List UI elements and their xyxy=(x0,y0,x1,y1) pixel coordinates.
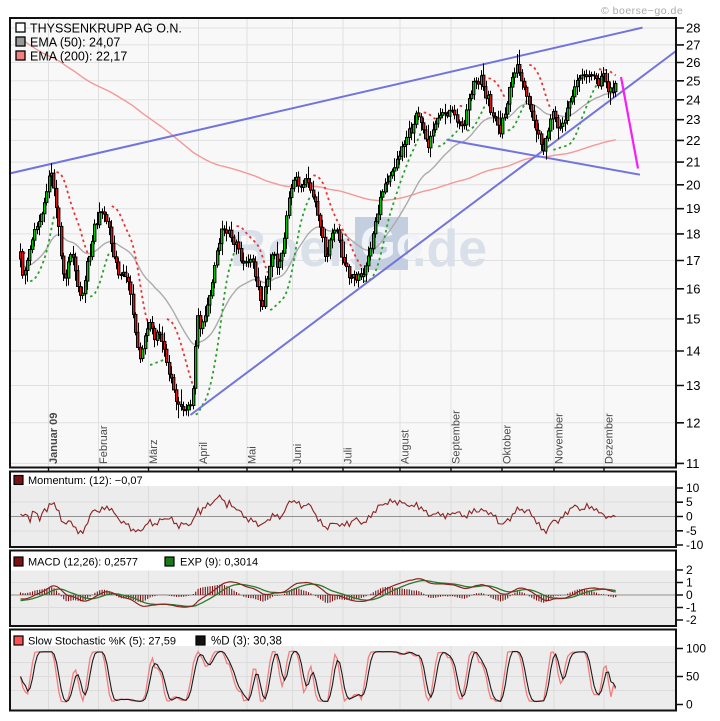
svg-text:Juli: Juli xyxy=(343,447,355,464)
svg-text:50: 50 xyxy=(686,670,700,684)
svg-text:November: November xyxy=(554,413,566,464)
svg-text:21: 21 xyxy=(686,155,700,170)
svg-text:13: 13 xyxy=(686,378,700,393)
svg-text:19: 19 xyxy=(686,201,700,216)
svg-text:.de: .de xyxy=(412,220,487,278)
svg-text:Mai: Mai xyxy=(247,446,259,464)
svg-text:22: 22 xyxy=(686,133,700,148)
svg-text:EXP (9): 0,3014: EXP (9): 0,3014 xyxy=(180,557,258,569)
svg-text:EMA (200): 22,17: EMA (200): 22,17 xyxy=(30,50,127,64)
svg-text:25: 25 xyxy=(686,73,700,88)
svg-text:© boerse−go.de: © boerse−go.de xyxy=(601,5,683,17)
svg-text:27: 27 xyxy=(686,37,700,52)
svg-text:11: 11 xyxy=(686,456,700,471)
svg-text:THYSSENKRUPP AG O.N.: THYSSENKRUPP AG O.N. xyxy=(30,22,182,36)
svg-text:0: 0 xyxy=(686,698,693,712)
svg-text:Momentum: (12): −0,07: Momentum: (12): −0,07 xyxy=(28,475,143,487)
svg-text:Februar: Februar xyxy=(98,425,110,464)
svg-text:MACD (12,26): 0,2577: MACD (12,26): 0,2577 xyxy=(28,557,138,569)
svg-text:Oktober: Oktober xyxy=(502,425,514,464)
svg-text:2: 2 xyxy=(686,563,693,577)
svg-text:28: 28 xyxy=(686,21,700,36)
svg-text:20: 20 xyxy=(686,177,700,192)
svg-text:12: 12 xyxy=(686,415,700,430)
svg-text:100: 100 xyxy=(686,642,706,656)
svg-text:März: März xyxy=(148,440,160,464)
svg-text:-5: -5 xyxy=(686,524,697,538)
svg-text:1: 1 xyxy=(686,576,693,590)
svg-text:EMA (50): 24,07: EMA (50): 24,07 xyxy=(30,36,120,50)
svg-text:-2: -2 xyxy=(686,613,697,627)
svg-text:5: 5 xyxy=(686,495,693,509)
svg-text:10: 10 xyxy=(686,481,700,495)
svg-text:15: 15 xyxy=(686,311,700,326)
svg-text:Januar 09: Januar 09 xyxy=(48,413,60,464)
svg-text:Dezember: Dezember xyxy=(604,413,616,464)
svg-text:-10: -10 xyxy=(686,538,704,552)
svg-text:14: 14 xyxy=(686,344,700,359)
svg-text:17: 17 xyxy=(686,253,700,268)
svg-text:16: 16 xyxy=(686,281,700,296)
svg-text:0: 0 xyxy=(686,588,693,602)
svg-text:%D (3): 30,38: %D (3): 30,38 xyxy=(211,636,282,648)
svg-text:23: 23 xyxy=(686,112,700,127)
svg-text:0: 0 xyxy=(686,510,693,524)
svg-text:April: April xyxy=(198,442,210,464)
svg-text:September: September xyxy=(451,410,463,464)
svg-text:-1: -1 xyxy=(686,601,697,615)
svg-text:24: 24 xyxy=(686,92,700,107)
svg-text:Juni: Juni xyxy=(292,444,304,464)
svg-text:18: 18 xyxy=(686,226,700,241)
svg-text:26: 26 xyxy=(686,55,700,70)
svg-text:Slow Stochastic %K (5): 27,59: Slow Stochastic %K (5): 27,59 xyxy=(28,636,176,648)
svg-text:August: August xyxy=(400,430,412,464)
